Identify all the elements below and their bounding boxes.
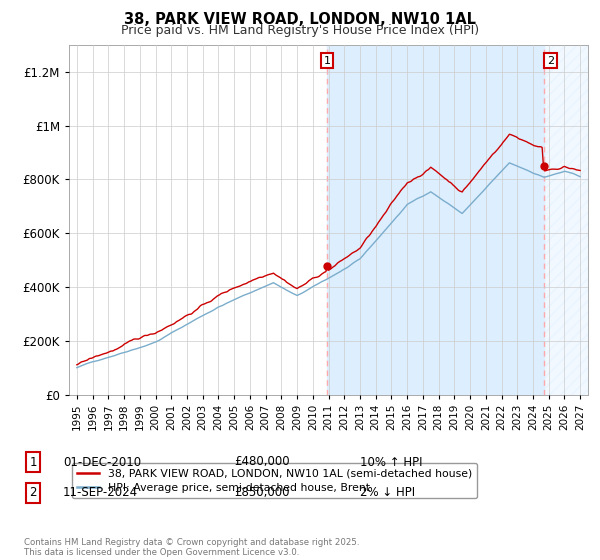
Bar <box>327 45 544 395</box>
Text: 2% ↓ HPI: 2% ↓ HPI <box>360 486 415 500</box>
Text: 2: 2 <box>547 55 554 66</box>
Text: Price paid vs. HM Land Registry's House Price Index (HPI): Price paid vs. HM Land Registry's House … <box>121 24 479 36</box>
Text: Contains HM Land Registry data © Crown copyright and database right 2025.
This d: Contains HM Land Registry data © Crown c… <box>24 538 359 557</box>
Text: £850,000: £850,000 <box>234 486 290 500</box>
Legend: 38, PARK VIEW ROAD, LONDON, NW10 1AL (semi-detached house), HPI: Average price, : 38, PARK VIEW ROAD, LONDON, NW10 1AL (se… <box>72 463 477 498</box>
Text: 1: 1 <box>323 55 331 66</box>
Bar <box>544 45 588 395</box>
Text: 1: 1 <box>29 455 37 469</box>
Text: 38, PARK VIEW ROAD, LONDON, NW10 1AL: 38, PARK VIEW ROAD, LONDON, NW10 1AL <box>124 12 476 27</box>
Text: 2: 2 <box>29 486 37 500</box>
Text: £480,000: £480,000 <box>234 455 290 469</box>
Text: 10% ↑ HPI: 10% ↑ HPI <box>360 455 422 469</box>
Text: 01-DEC-2010: 01-DEC-2010 <box>63 455 141 469</box>
Text: 11-SEP-2024: 11-SEP-2024 <box>63 486 138 500</box>
